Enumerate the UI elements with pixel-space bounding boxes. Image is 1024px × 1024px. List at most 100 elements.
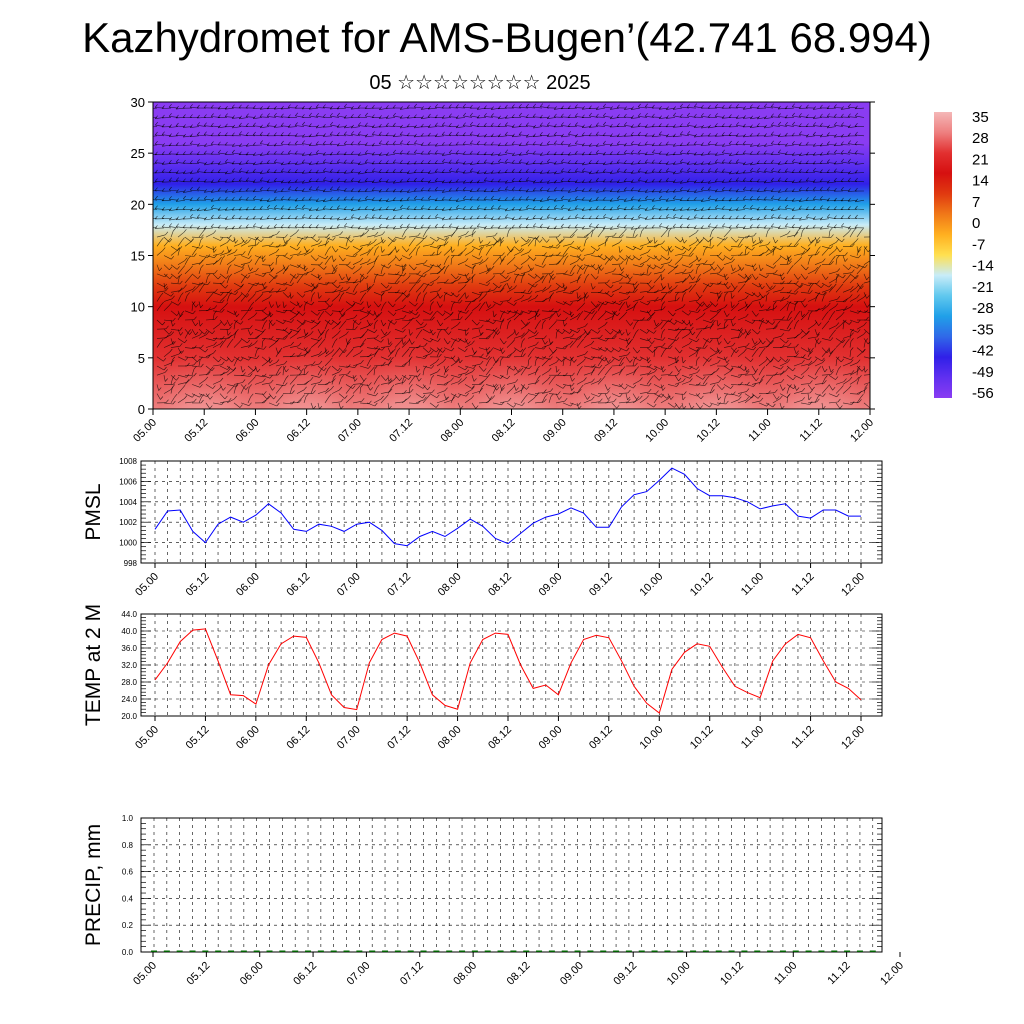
wind-barb-flag — [618, 348, 622, 352]
wind-barb — [373, 347, 383, 351]
wind-barb-flag — [375, 392, 379, 397]
wind-barb-flag — [627, 332, 631, 336]
wind-barb-flag — [205, 348, 209, 353]
wind-barb — [303, 364, 313, 367]
wind-barb-flag — [330, 321, 334, 325]
wind-barb — [177, 310, 181, 317]
wind-barb — [569, 391, 579, 394]
wind-barb — [492, 402, 502, 406]
wind-barb-flag — [410, 310, 414, 314]
wind-barb — [681, 356, 684, 364]
wind-barb — [513, 314, 520, 321]
wind-barb — [499, 400, 509, 404]
wind-barb-flag — [682, 304, 686, 308]
wind-barb-flag — [385, 394, 389, 398]
wind-barb-flag — [556, 359, 560, 363]
wind-barb — [289, 355, 299, 358]
wind-barb — [772, 381, 782, 385]
wind-barb-flag — [392, 348, 396, 352]
wind-barb-flag — [422, 394, 426, 399]
wind-barb — [310, 342, 318, 348]
wind-barb — [751, 393, 759, 399]
wind-barb-flag — [801, 375, 805, 379]
wind-barb — [527, 359, 530, 367]
wind-barb-flag — [500, 302, 504, 306]
wind-barb-flag — [358, 321, 362, 325]
wind-barb-flag — [501, 319, 505, 324]
wind-barb — [457, 338, 466, 343]
wind-barb — [807, 384, 813, 391]
wind-barb-flag — [659, 321, 663, 325]
wind-barb-flag — [297, 366, 301, 370]
wind-barb-flag — [183, 284, 187, 288]
wind-barb — [576, 297, 584, 302]
wind-barb-flag — [725, 324, 729, 328]
wind-barb — [667, 362, 676, 367]
wind-barb — [289, 387, 293, 394]
wind-barb — [478, 379, 486, 385]
wind-barb-flag — [766, 320, 770, 324]
wind-barb — [177, 382, 187, 385]
wind-barb-flag — [354, 314, 358, 318]
wind-barb-flag — [168, 302, 172, 306]
wind-barb — [548, 378, 554, 385]
wind-barb-flag — [709, 339, 713, 343]
wind-barb-flag — [653, 330, 657, 334]
wind-barb-flag — [843, 378, 847, 382]
wind-barb-flag — [688, 312, 692, 316]
wind-barb-flag — [542, 319, 546, 324]
wind-barb — [541, 316, 551, 321]
wind-barb-flag — [750, 358, 754, 362]
wind-barb — [835, 308, 845, 312]
wind-barb-flag — [494, 383, 498, 387]
wind-barb — [275, 347, 279, 354]
wind-barb-flag — [207, 371, 211, 375]
wind-barb — [345, 301, 353, 307]
wind-barb — [275, 397, 281, 404]
wind-barb — [254, 289, 264, 293]
wind-barb — [688, 402, 692, 409]
wind-barb-flag — [761, 375, 765, 379]
wind-barb — [373, 322, 376, 330]
wind-barb — [401, 374, 409, 380]
wind-barb — [471, 347, 475, 354]
wind-barb-flag — [825, 311, 829, 315]
wind-barb-flag — [407, 321, 411, 325]
wind-barb-flag — [805, 311, 809, 315]
wind-barb — [737, 345, 747, 348]
wind-barb-flag — [480, 353, 484, 357]
wind-barb — [849, 297, 858, 302]
wind-barb — [737, 351, 745, 358]
wind-barb — [793, 374, 802, 379]
wind-barb — [793, 304, 796, 311]
wind-barb — [401, 296, 408, 302]
wind-barb — [730, 384, 741, 386]
wind-barb — [548, 347, 554, 354]
wind-barb-flag — [418, 292, 422, 296]
wind-barb-flag — [604, 321, 608, 326]
wind-barb — [163, 389, 171, 394]
wind-barb — [632, 369, 637, 376]
wind-barb-flag — [792, 376, 796, 381]
wind-barb-flag — [727, 340, 731, 345]
wind-barb — [226, 295, 230, 302]
wind-barb — [730, 328, 740, 331]
wind-barb — [261, 290, 271, 293]
wind-barb-flag — [832, 387, 836, 391]
wind-barb — [163, 298, 173, 302]
wind-barb — [513, 347, 521, 353]
wind-barb — [205, 365, 213, 372]
wind-barb-flag — [662, 306, 666, 310]
wind-barb-flag — [571, 333, 575, 337]
wind-barb-flag — [562, 385, 566, 389]
wind-barb — [373, 398, 382, 404]
wind-barb-flag — [220, 292, 224, 296]
wind-barb-flag — [522, 353, 526, 357]
wind-barb-flag — [424, 355, 428, 359]
wind-barb-flag — [621, 356, 625, 361]
wind-barb — [513, 370, 521, 376]
wind-barb-flag — [864, 369, 868, 373]
wind-barb-flag — [850, 347, 854, 351]
wind-barb — [674, 402, 680, 409]
wind-barb — [324, 352, 332, 358]
